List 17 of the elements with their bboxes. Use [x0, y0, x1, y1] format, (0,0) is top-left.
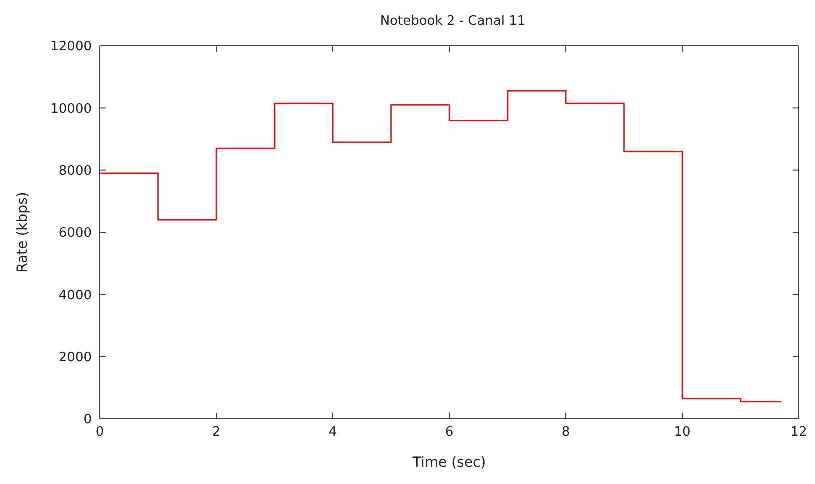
- x-tick-label: 0: [96, 425, 104, 440]
- x-tick-label: 6: [445, 425, 454, 440]
- chart-title: Notebook 2 - Canal 11: [379, 13, 527, 29]
- x-axis-title: Time (sec): [412, 455, 486, 471]
- x-tick-label: 8: [562, 425, 570, 440]
- y-axis-title: Rate (kbps): [14, 192, 31, 273]
- y-tick-label: 0: [84, 412, 92, 428]
- y-tick-label: 4000: [58, 288, 92, 304]
- y-tick-label: 12000: [50, 40, 92, 55]
- x-tick-label: 2: [212, 425, 221, 440]
- y-tick-label: 8000: [58, 164, 92, 179]
- y-tick-label: 10000: [50, 102, 92, 117]
- x-tick-label: 4: [328, 425, 338, 440]
- x-tick-label: 10: [674, 425, 691, 440]
- y-tick-label: 6000: [58, 226, 92, 242]
- x-tick-label: 12: [790, 425, 808, 440]
- y-tick-label: 2000: [58, 350, 92, 366]
